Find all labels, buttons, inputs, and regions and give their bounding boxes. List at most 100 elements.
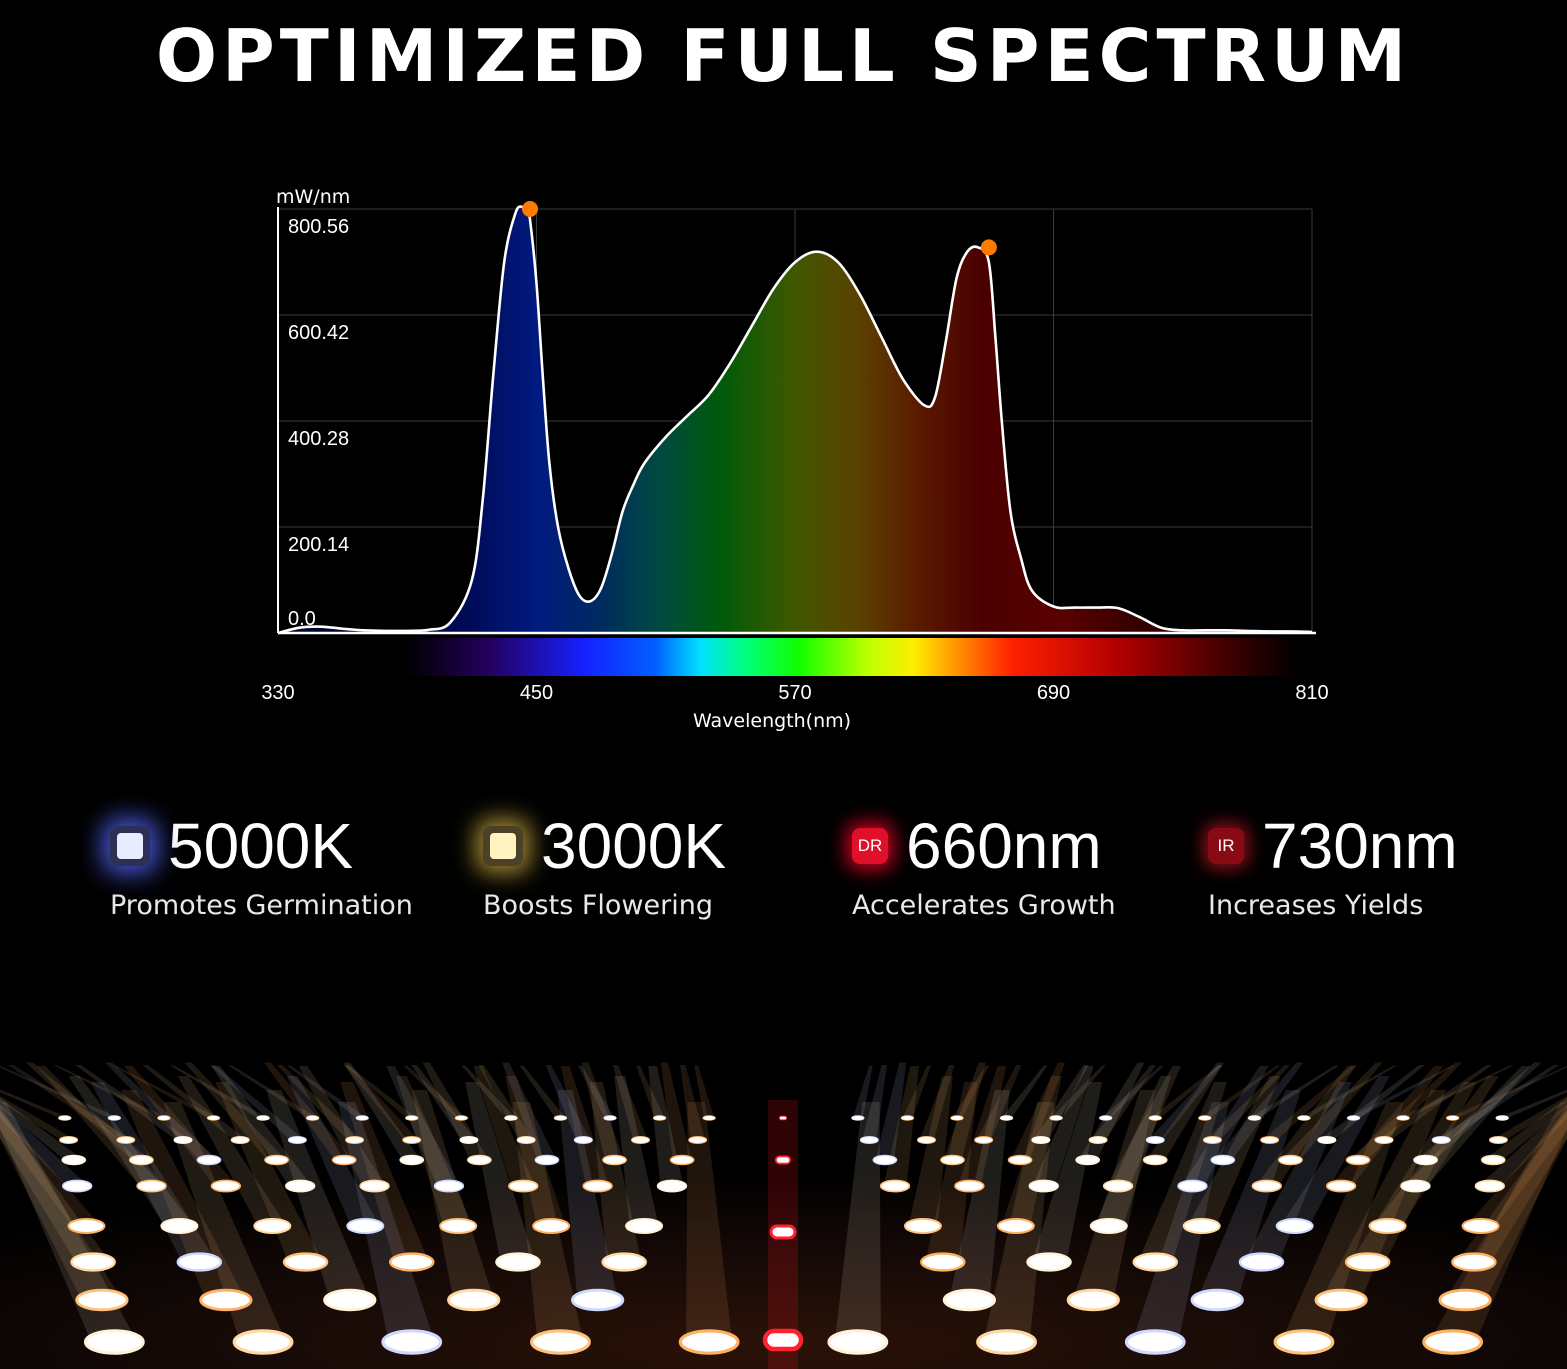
led-beam bbox=[298, 1066, 387, 1186]
led-beam bbox=[1249, 1065, 1339, 1118]
led-beam bbox=[614, 1076, 659, 1226]
led-dot bbox=[345, 1136, 365, 1144]
y-axis-label: mW/nm bbox=[276, 186, 350, 208]
led-dot bbox=[1317, 1136, 1337, 1144]
led-beam bbox=[505, 1076, 566, 1226]
led-dot bbox=[1075, 1154, 1101, 1166]
led-beam bbox=[560, 1066, 610, 1186]
led-description: Increases Yields bbox=[1208, 890, 1424, 921]
led-beam bbox=[0, 1104, 89, 1186]
led-beam bbox=[343, 1062, 422, 1160]
led-dot bbox=[602, 1154, 627, 1166]
led-dot bbox=[688, 1136, 708, 1144]
led-beam bbox=[883, 1066, 919, 1186]
led-dot bbox=[1488, 1136, 1508, 1144]
led-dot bbox=[900, 1115, 915, 1121]
led-dot bbox=[879, 1179, 911, 1193]
led-beam bbox=[1106, 1066, 1182, 1186]
led-dot bbox=[534, 1154, 560, 1166]
led-dot bbox=[466, 1154, 492, 1166]
led-dot bbox=[625, 1218, 664, 1234]
led-dot bbox=[678, 1329, 740, 1355]
led-beam bbox=[340, 1082, 430, 1262]
led-dot bbox=[582, 1179, 613, 1193]
led-dot bbox=[571, 1288, 625, 1312]
x-tick-label: 810 bbox=[1295, 682, 1328, 704]
led-beam bbox=[1199, 1065, 1281, 1118]
led-beam bbox=[636, 1065, 665, 1118]
led-chip-icon: IR bbox=[1208, 828, 1244, 864]
spectrum-area bbox=[278, 206, 1312, 633]
led-beam bbox=[976, 1065, 1022, 1140]
red-led-dot bbox=[774, 1155, 792, 1165]
led-beam bbox=[1497, 1089, 1567, 1118]
led-beam bbox=[1329, 1066, 1444, 1186]
led-beam bbox=[1031, 1082, 1103, 1262]
led-beam bbox=[1320, 1090, 1447, 1300]
led-dot bbox=[381, 1329, 443, 1355]
led-dot bbox=[504, 1115, 518, 1121]
led-value: 5000K bbox=[168, 810, 354, 882]
led-dot bbox=[851, 1115, 865, 1121]
led-dot bbox=[1346, 1115, 1361, 1121]
led-beam bbox=[1205, 1065, 1291, 1140]
led-beam bbox=[1094, 1076, 1172, 1226]
led-beam bbox=[0, 1110, 101, 1226]
led-dot bbox=[433, 1179, 465, 1193]
led-beam bbox=[403, 1065, 467, 1118]
led-dot bbox=[176, 1252, 223, 1272]
led-beam bbox=[1148, 1065, 1224, 1140]
led-dot bbox=[210, 1179, 242, 1193]
led-beam bbox=[90, 1082, 217, 1262]
led-dot bbox=[399, 1154, 425, 1166]
led-dot bbox=[601, 1252, 647, 1272]
led-dot bbox=[1422, 1329, 1484, 1355]
y-tick-label: 200.14 bbox=[288, 534, 349, 556]
led-beam bbox=[0, 1065, 120, 1118]
led-beam bbox=[1466, 1110, 1567, 1226]
led-beam bbox=[473, 1066, 535, 1186]
led-beam bbox=[577, 1065, 616, 1118]
led-dot bbox=[974, 1136, 994, 1144]
led-dot bbox=[656, 1179, 688, 1193]
led-beam bbox=[589, 1082, 642, 1262]
led-beam bbox=[0, 1102, 138, 1342]
led-beam bbox=[1078, 1062, 1145, 1160]
led-beam bbox=[338, 1102, 435, 1342]
led-beam bbox=[1298, 1065, 1398, 1118]
red-led-dot bbox=[778, 1115, 788, 1121]
led-beam bbox=[1456, 1111, 1567, 1262]
led-chip-icon bbox=[483, 826, 523, 866]
y-tick-label: 400.28 bbox=[288, 428, 349, 450]
led-dot bbox=[1089, 1218, 1128, 1234]
led-dot bbox=[1210, 1154, 1236, 1166]
led-beam bbox=[344, 1065, 417, 1118]
led-dot bbox=[1247, 1115, 1262, 1121]
led-beam bbox=[1255, 1066, 1356, 1186]
led-dot bbox=[1028, 1179, 1059, 1193]
led-description: Boosts Flowering bbox=[483, 890, 713, 921]
led-beam bbox=[902, 1065, 932, 1118]
led-dot bbox=[495, 1252, 541, 1272]
led-beam bbox=[1187, 1076, 1281, 1226]
led-beam bbox=[1073, 1090, 1156, 1300]
led-beam bbox=[105, 1062, 219, 1160]
led-beam bbox=[1398, 1065, 1514, 1118]
led-beam bbox=[852, 1065, 873, 1118]
x-tick-label: 450 bbox=[520, 682, 553, 704]
led-dot bbox=[1132, 1252, 1179, 1272]
led-dot bbox=[206, 1115, 221, 1121]
led-dot bbox=[459, 1136, 479, 1144]
led-dot bbox=[1238, 1252, 1285, 1272]
led-description: Promotes Germination bbox=[110, 890, 413, 921]
page-title: OPTIMIZED FULL SPECTRUM bbox=[155, 14, 1412, 98]
led-value: 660nm bbox=[906, 810, 1102, 882]
led-chip-label: IR bbox=[1217, 836, 1235, 855]
led-dot bbox=[1438, 1288, 1492, 1312]
led-beam bbox=[1447, 1065, 1567, 1118]
led-dot bbox=[230, 1136, 250, 1144]
led-dot bbox=[196, 1154, 222, 1166]
led-beam bbox=[694, 1065, 715, 1118]
led-beam bbox=[211, 1066, 312, 1186]
led-dot bbox=[530, 1329, 591, 1355]
